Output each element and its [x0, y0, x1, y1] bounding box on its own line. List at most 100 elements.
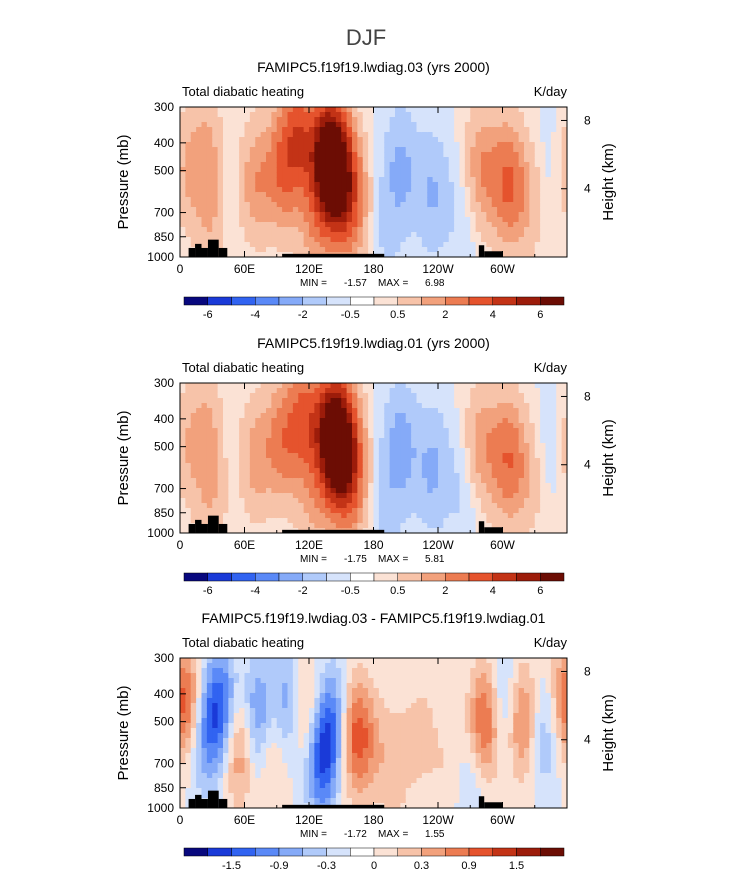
heat-cell	[384, 192, 391, 198]
heat-cell	[196, 192, 203, 198]
heat-cell	[303, 152, 310, 158]
heat-cell	[529, 418, 536, 424]
heat-cell	[481, 513, 487, 519]
heat-cell	[545, 413, 552, 419]
heat-cell	[491, 247, 498, 253]
heat-cell	[502, 152, 509, 158]
heat-cell	[185, 468, 192, 474]
heat-cell	[481, 112, 487, 118]
heat-cell	[217, 167, 224, 173]
heat-cell	[352, 177, 358, 183]
heat-cell	[228, 398, 235, 404]
heat-cell	[330, 177, 337, 183]
heat-cell	[405, 463, 412, 469]
heat-cell	[561, 508, 567, 514]
heat-cell	[497, 197, 504, 203]
heat-cell	[470, 122, 477, 128]
colorbar-swatch	[278, 296, 303, 306]
heat-cell	[395, 222, 401, 228]
heat-cell	[513, 473, 520, 479]
heat-cell	[507, 147, 514, 153]
heat-cell	[276, 147, 283, 153]
heat-cell	[470, 192, 477, 198]
heat-cell	[486, 418, 493, 424]
heat-cell	[309, 232, 315, 238]
heat-cell	[239, 393, 246, 399]
heat-cell	[255, 107, 262, 113]
heat-cell	[475, 408, 482, 414]
heat-cell	[524, 207, 530, 213]
heat-cell	[271, 202, 278, 208]
heat-cell	[497, 167, 504, 173]
heat-cell	[249, 703, 256, 709]
heat-cell	[362, 428, 369, 434]
heat-cell	[443, 448, 450, 454]
heat-cell	[276, 463, 283, 469]
heat-cell	[325, 182, 332, 188]
heat-cell	[556, 112, 563, 118]
heat-cell	[432, 388, 439, 394]
heat-cell	[276, 217, 283, 223]
heat-cell	[325, 403, 332, 409]
heat-cell	[298, 408, 305, 414]
heat-cell	[545, 403, 552, 409]
heat-cell	[373, 107, 380, 113]
heat-cell	[260, 217, 267, 223]
heat-cell	[201, 217, 208, 223]
heat-cell	[239, 688, 246, 694]
heat-cell	[427, 147, 434, 153]
heat-cell	[464, 473, 471, 479]
heat-cell	[239, 773, 246, 779]
heat-cell	[545, 433, 552, 439]
heat-cell	[438, 428, 444, 434]
heat-cell	[378, 438, 385, 444]
heat-cell	[180, 157, 186, 163]
heat-cell	[233, 142, 240, 148]
heat-cell	[443, 212, 450, 218]
heat-cell	[303, 192, 310, 198]
heat-cell	[389, 403, 396, 409]
heat-cell	[287, 443, 294, 449]
heat-cell	[421, 127, 428, 133]
heat-cell	[491, 443, 498, 449]
heat-cell	[244, 708, 251, 714]
heat-cell	[190, 778, 197, 784]
heat-cell	[497, 388, 504, 394]
heat-cell	[357, 418, 364, 424]
heat-cell	[217, 433, 224, 439]
heat-cell	[357, 207, 364, 213]
heat-cell	[185, 187, 192, 193]
heat-cell	[255, 768, 262, 774]
heat-cell	[249, 728, 256, 734]
heat-cell	[201, 738, 208, 744]
heat-cell	[486, 217, 493, 223]
heat-cell	[249, 443, 256, 449]
heat-cell	[233, 147, 240, 153]
heat-cell	[249, 147, 256, 153]
heat-cell	[233, 182, 240, 188]
heat-cell	[545, 252, 552, 257]
heat-cell	[341, 423, 348, 429]
heat-cell	[540, 528, 547, 533]
heat-cell	[206, 773, 213, 779]
heat-cell	[432, 232, 439, 238]
heat-cell	[180, 763, 186, 769]
heat-cell	[475, 463, 482, 469]
heat-cell	[502, 398, 509, 404]
heat-cell	[255, 117, 262, 123]
heat-cell	[454, 107, 461, 113]
heat-cell	[529, 528, 536, 533]
heat-cell	[540, 388, 547, 394]
heat-cell	[212, 658, 219, 664]
heat-cell	[389, 117, 396, 123]
heat-cell	[319, 207, 326, 213]
heat-cell	[217, 232, 224, 238]
heat-cell	[346, 478, 353, 484]
heat-cell	[502, 383, 509, 389]
heat-cell	[400, 132, 407, 138]
heat-cell	[400, 408, 407, 414]
heat-cell	[282, 433, 289, 439]
heat-cell	[502, 222, 509, 228]
heat-cell	[384, 433, 391, 439]
heat-cell	[540, 478, 547, 484]
